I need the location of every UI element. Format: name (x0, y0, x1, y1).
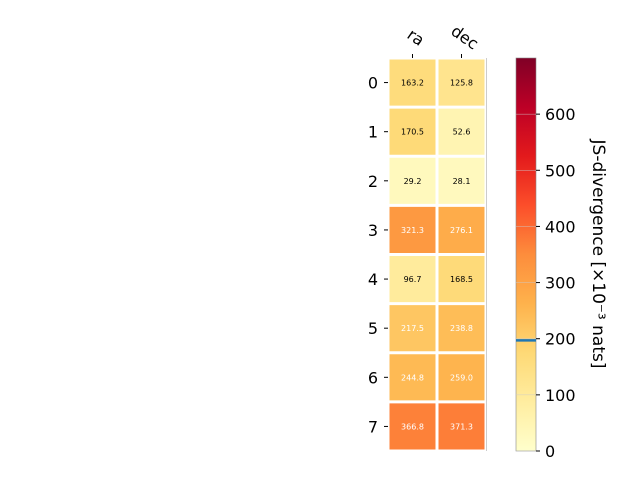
cell-value-label: 168.5 (450, 275, 473, 284)
row-label: 5 (368, 319, 378, 338)
heatmap-cell (389, 305, 436, 352)
colorbar-tick-label: 400 (545, 217, 576, 236)
cell-value-label: 125.8 (450, 79, 473, 88)
cell-value-label: 321.3 (401, 226, 424, 235)
cell-value-label: 371.3 (450, 422, 473, 431)
heatmap-cell (438, 305, 485, 352)
heatmap-cell (389, 206, 436, 253)
heatmap-cell (438, 354, 485, 401)
colorbar-label: JS-divergence [×10⁻³ nats] (588, 139, 608, 369)
heatmap-cell (389, 157, 436, 204)
cell-value-label: 238.8 (450, 324, 473, 333)
row-label: 6 (368, 368, 378, 387)
colorbar-tick-label: 600 (545, 105, 576, 124)
row-label: 3 (368, 221, 378, 240)
colorbar (515, 57, 537, 452)
heatmap-cell (438, 403, 485, 450)
cell-value-label: 96.7 (404, 275, 422, 284)
row-label: 7 (368, 417, 378, 436)
cell-value-label: 52.6 (453, 128, 471, 137)
row-label: 2 (368, 172, 378, 191)
colorbar-tick-label: 0 (545, 442, 555, 461)
heatmap-cell (438, 108, 485, 155)
heatmap-cell (389, 354, 436, 401)
heatmap-cell (389, 108, 436, 155)
heatmap-cells: 163.2 125.8 170.5 52.6 29.2 28.1 321.3 276.1 96.… (389, 59, 485, 450)
row-label: 4 (368, 270, 378, 289)
row-label: 1 (368, 123, 378, 142)
cell-value-label: 163.2 (401, 79, 424, 88)
row-label: 0 (368, 74, 378, 93)
heatmap-cell (438, 157, 485, 204)
colorbar-ticks: 0 100 200 300 400 500 600 (516, 105, 576, 461)
heatmap-cell (438, 206, 485, 253)
heatmap-cell (389, 59, 436, 106)
row-labels: 0 1 2 3 4 5 6 7 (368, 74, 388, 436)
cell-value-label: 259.0 (450, 373, 473, 382)
colorbar-tick-label: 200 (545, 330, 576, 349)
column-labels: ra dec (404, 21, 482, 58)
cell-value-label: 29.2 (404, 177, 422, 186)
column-label: ra (404, 25, 428, 50)
cell-value-label: 170.5 (401, 128, 424, 137)
heatmap-cell (389, 256, 436, 303)
cell-value-label: 366.8 (401, 422, 424, 431)
colorbar-tick-label: 100 (545, 386, 576, 405)
cell-value-label: 244.8 (401, 373, 424, 382)
cell-value-label: 276.1 (450, 226, 473, 235)
heatmap-cell (438, 256, 485, 303)
colorbar-tick-label: 300 (545, 274, 576, 293)
cell-value-label: 28.1 (453, 177, 471, 186)
cell-value-label: 217.5 (401, 324, 424, 333)
colorbar-tick-label: 500 (545, 161, 576, 180)
heatmap-cell (438, 59, 485, 106)
heatmap-cell (389, 403, 436, 450)
column-label: dec (448, 21, 482, 53)
